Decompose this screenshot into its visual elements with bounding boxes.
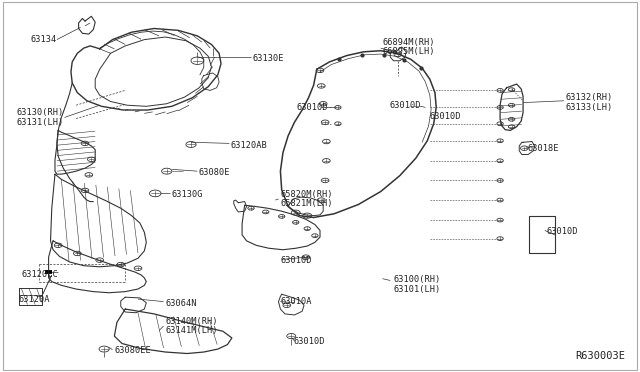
- Text: 63018E: 63018E: [527, 144, 559, 153]
- Text: 63132(RH): 63132(RH): [566, 93, 613, 102]
- Text: 63010D: 63010D: [389, 101, 421, 110]
- Text: 63100(RH): 63100(RH): [394, 275, 441, 284]
- Bar: [45, 270, 52, 274]
- Text: 63131(LH): 63131(LH): [16, 118, 63, 127]
- Text: 66894M(RH): 66894M(RH): [383, 38, 435, 47]
- Text: 63130G: 63130G: [172, 190, 204, 199]
- Text: 63010D: 63010D: [280, 256, 312, 264]
- Text: 63010D: 63010D: [547, 227, 578, 236]
- Text: 65821M(LH): 65821M(LH): [280, 199, 333, 208]
- Text: 66895M(LH): 66895M(LH): [383, 47, 435, 56]
- Text: 63120A: 63120A: [19, 295, 50, 304]
- Text: 63080E: 63080E: [198, 168, 230, 177]
- Text: 63080EE: 63080EE: [115, 346, 151, 355]
- Text: 63140M(RH): 63140M(RH): [166, 317, 218, 326]
- Text: 63141M(LH): 63141M(LH): [166, 326, 218, 335]
- Text: 63010D: 63010D: [430, 112, 461, 121]
- Text: 63010A: 63010A: [280, 297, 312, 306]
- Text: 63120AB: 63120AB: [230, 141, 268, 150]
- Text: 63101(LH): 63101(LH): [394, 285, 441, 294]
- Text: R630003E: R630003E: [575, 352, 625, 362]
- Text: 63064N: 63064N: [166, 299, 197, 308]
- Text: 63120EC: 63120EC: [21, 270, 58, 279]
- Text: 63134: 63134: [31, 35, 57, 44]
- Text: 63130(RH): 63130(RH): [16, 108, 63, 117]
- Text: 63133(LH): 63133(LH): [566, 103, 613, 112]
- Text: 63010D: 63010D: [296, 103, 328, 112]
- Text: 63010D: 63010D: [293, 337, 324, 346]
- Text: 65820M(RH): 65820M(RH): [280, 190, 333, 199]
- Text: 63130E: 63130E: [253, 54, 284, 62]
